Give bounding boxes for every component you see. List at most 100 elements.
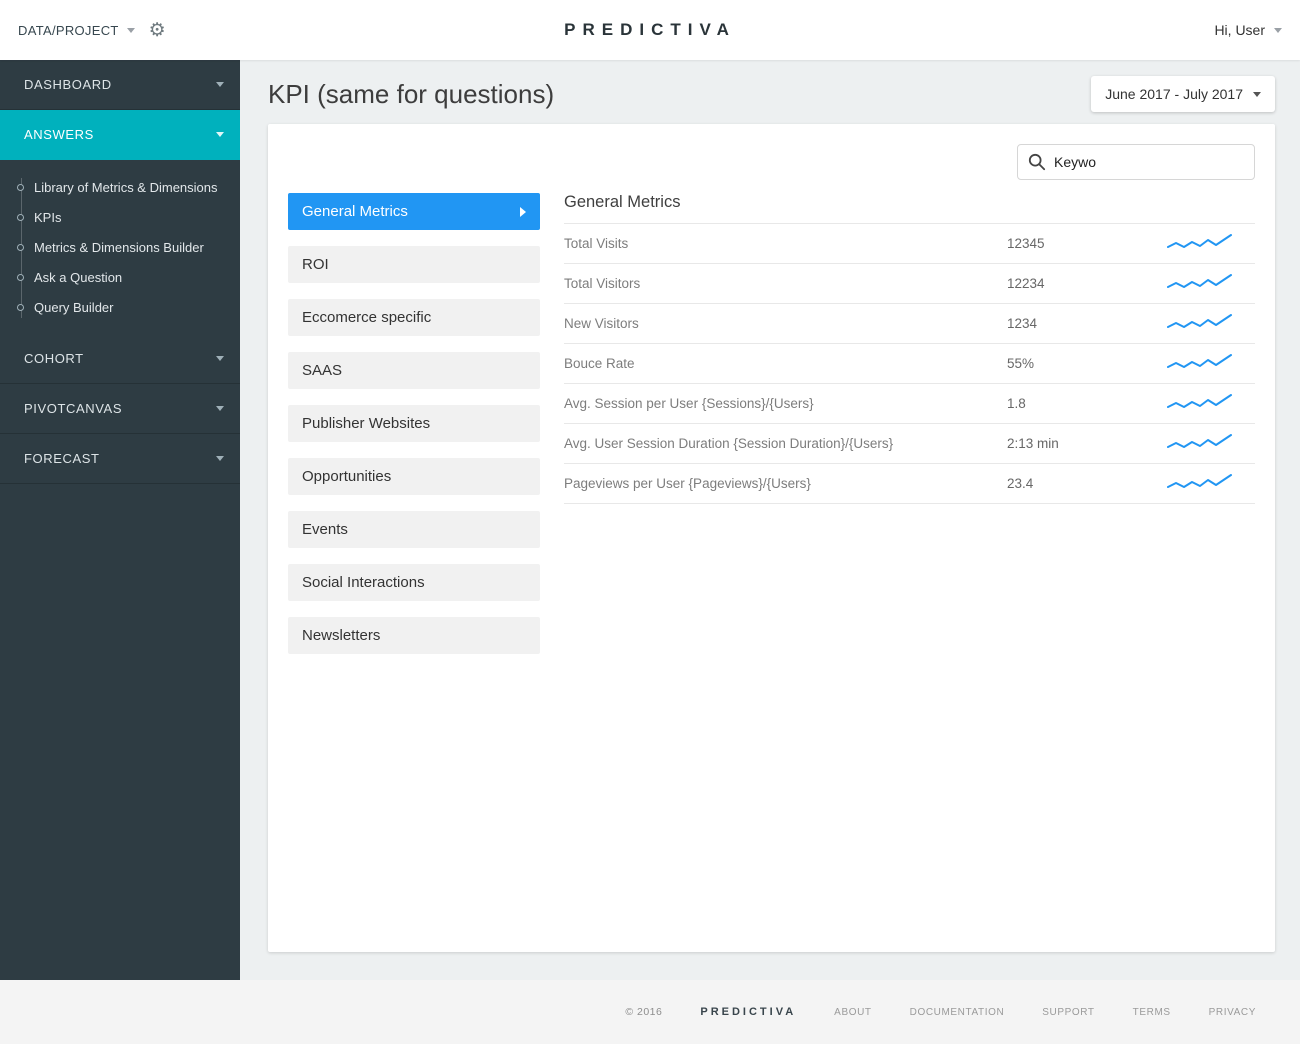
sidebar-item-dashboard[interactable]: DASHBOARD xyxy=(0,60,240,110)
metric-label: Avg. Session per User {Sessions}/{Users} xyxy=(564,396,814,411)
sidebar-item-label: DASHBOARD xyxy=(24,77,112,92)
metric-value: 1234 xyxy=(1007,316,1038,331)
sidebar-item-label: FORECAST xyxy=(24,451,100,466)
category-label: Opportunities xyxy=(302,468,392,485)
sparkline-chart xyxy=(1167,393,1255,415)
sidebar-sublist: Library of Metrics & Dimensions KPIs Met… xyxy=(0,160,240,334)
sidebar-subitem-library-of-metrics-dimensions[interactable]: Library of Metrics & Dimensions xyxy=(0,172,240,202)
chevron-down-icon xyxy=(1253,91,1261,97)
category-label: Publisher Websites xyxy=(302,415,431,432)
footer-link-about[interactable]: ABOUT xyxy=(834,1006,872,1018)
metric-row: Pageviews per User {Pageviews}/{Users} 2… xyxy=(564,464,1255,504)
metric-label: Total Visitors xyxy=(564,276,641,291)
sidebar-item-answers[interactable]: ANSWERS xyxy=(0,110,240,160)
metric-row: Total Visitors 12234 xyxy=(564,264,1255,304)
chevron-down-icon xyxy=(1274,27,1282,33)
circle-bullet-icon xyxy=(17,243,24,251)
footer-link-support[interactable]: SUPPORT xyxy=(1042,1006,1095,1018)
sidebar-subitem-label: KPIs xyxy=(34,209,62,225)
footer-link-documentation[interactable]: DOCUMENTATION xyxy=(909,1006,1005,1018)
circle-bullet-icon xyxy=(17,303,24,311)
sparkline-chart xyxy=(1167,233,1255,255)
sidebar-subitem-label: Ask a Question xyxy=(34,269,123,285)
category-newsletters[interactable]: Newsletters xyxy=(288,617,540,654)
sparkline-chart xyxy=(1167,433,1255,455)
user-menu[interactable]: Hi, User xyxy=(1214,22,1282,38)
category-roi[interactable]: ROI xyxy=(288,246,540,283)
topbar: DATA/PROJECT ⚙ PREDICTIVA Hi, User xyxy=(0,0,1300,60)
sidebar-item-label: COHORT xyxy=(24,351,84,366)
chevron-down-icon xyxy=(216,132,224,137)
sidebar-subitem-label: Metrics & Dimensions Builder xyxy=(34,239,204,255)
category-label: Newsletters xyxy=(302,627,381,644)
category-label: ROI xyxy=(302,256,329,273)
metric-row: New Visitors 1234 xyxy=(564,304,1255,344)
category-saas[interactable]: SAAS xyxy=(288,352,540,389)
sidebar-subitem-query-builder[interactable]: Query Builder xyxy=(0,292,240,322)
sidebar-subitem-metrics-dimensions-builder[interactable]: Metrics & Dimensions Builder xyxy=(0,232,240,262)
footer-logo: PREDICTIVA xyxy=(700,1006,797,1018)
metric-label: Total Visits xyxy=(564,236,629,251)
footer: © 2016 PREDICTIVA ABOUT DOCUMENTATION SU… xyxy=(0,980,1300,1044)
metric-label: Avg. User Session Duration {Session Dura… xyxy=(564,436,894,451)
sidebar-item-cohort[interactable]: COHORT xyxy=(0,334,240,384)
metrics-heading: General Metrics xyxy=(564,193,681,211)
category-events[interactable]: Events xyxy=(288,511,540,548)
sidebar-subitem-ask-a-question[interactable]: Ask a Question xyxy=(0,262,240,292)
page-title: KPI (same for questions) xyxy=(268,78,555,109)
settings-gear-button[interactable]: ⚙ xyxy=(149,21,166,40)
metric-row: Total Visits 12345 xyxy=(564,224,1255,264)
copyright: © 2016 xyxy=(625,1006,663,1018)
chevron-down-icon xyxy=(216,456,224,461)
circle-bullet-icon xyxy=(17,183,24,191)
sparkline-chart xyxy=(1167,273,1255,295)
sidebar-subitem-label: Library of Metrics & Dimensions xyxy=(34,179,218,195)
project-selector[interactable]: DATA/PROJECT xyxy=(18,23,135,38)
sidebar-subitem-label: Query Builder xyxy=(34,299,114,315)
page-header: KPI (same for questions) June 2017 - Jul… xyxy=(268,76,1275,112)
date-range-label: June 2017 - July 2017 xyxy=(1105,86,1243,102)
sidebar: DASHBOARD ANSWERS Library of Metrics & D… xyxy=(0,60,240,980)
content-row: General Metrics ROI Eccomerce specific S… xyxy=(288,193,1255,670)
kpi-card: General Metrics ROI Eccomerce specific S… xyxy=(268,124,1275,952)
sparkline-chart xyxy=(1167,353,1255,375)
search-input[interactable] xyxy=(1054,154,1244,170)
category-eccomerce-specific[interactable]: Eccomerce specific xyxy=(288,299,540,336)
search-row xyxy=(288,144,1255,180)
date-range-selector[interactable]: June 2017 - July 2017 xyxy=(1091,76,1275,112)
metric-row: Avg. User Session Duration {Session Dura… xyxy=(564,424,1255,464)
circle-bullet-icon xyxy=(17,273,24,281)
sidebar-item-pivotcanvas[interactable]: PIVOTCANVAS xyxy=(0,384,240,434)
category-publisher-websites[interactable]: Publisher Websites xyxy=(288,405,540,442)
sidebar-subitem-kpis[interactable]: KPIs xyxy=(0,202,240,232)
category-label: General Metrics xyxy=(302,203,408,220)
sparkline-chart xyxy=(1167,473,1255,495)
metric-value: 1.8 xyxy=(1007,396,1026,411)
arrow-right-icon xyxy=(520,206,526,217)
category-list: General Metrics ROI Eccomerce specific S… xyxy=(288,193,540,670)
sidebar-item-forecast[interactable]: FORECAST xyxy=(0,434,240,484)
chevron-down-icon xyxy=(126,27,135,33)
metric-row: Avg. Session per User {Sessions}/{Users}… xyxy=(564,384,1255,424)
project-selector-label: DATA/PROJECT xyxy=(18,22,119,38)
metric-value: 12234 xyxy=(1007,276,1045,291)
gear-icon: ⚙ xyxy=(148,19,166,41)
metric-label: New Visitors xyxy=(564,316,639,331)
search-box xyxy=(1017,144,1255,180)
user-greeting: Hi, User xyxy=(1214,22,1265,38)
circle-bullet-icon xyxy=(17,213,24,221)
category-label: Eccomerce specific xyxy=(302,309,432,326)
chevron-down-icon xyxy=(216,406,224,411)
category-social-interactions[interactable]: Social Interactions xyxy=(288,564,540,601)
footer-link-terms[interactable]: TERMS xyxy=(1132,1006,1171,1018)
metric-value: 2:13 min xyxy=(1007,436,1059,451)
footer-link-privacy[interactable]: PRIVACY xyxy=(1208,1006,1256,1018)
metrics-table: Total Visits 12345 Total Visitors 12234 … xyxy=(564,223,1255,504)
category-label: Events xyxy=(302,521,348,538)
category-general-metrics[interactable]: General Metrics xyxy=(288,193,540,230)
metric-label: Bouce Rate xyxy=(564,356,635,371)
search-icon xyxy=(1028,153,1046,171)
category-label: Social Interactions xyxy=(302,574,425,591)
category-opportunities[interactable]: Opportunities xyxy=(288,458,540,495)
sidebar-item-label: PIVOTCANVAS xyxy=(24,401,123,416)
